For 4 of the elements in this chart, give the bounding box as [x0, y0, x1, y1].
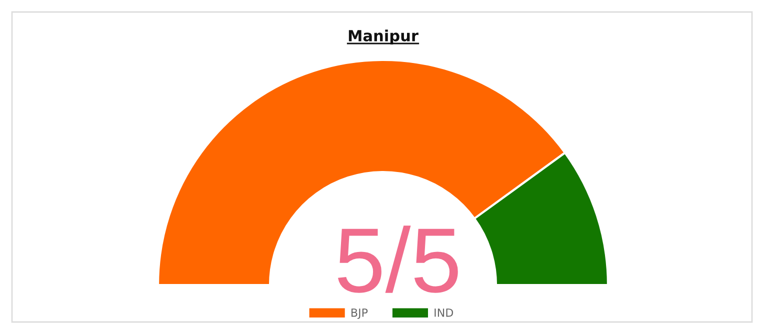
legend-label: BJP [351, 308, 368, 319]
legend-label: IND [434, 308, 454, 317]
text: 5/5 [338, 226, 458, 293]
chart-title: Manipur [348, 30, 418, 44]
